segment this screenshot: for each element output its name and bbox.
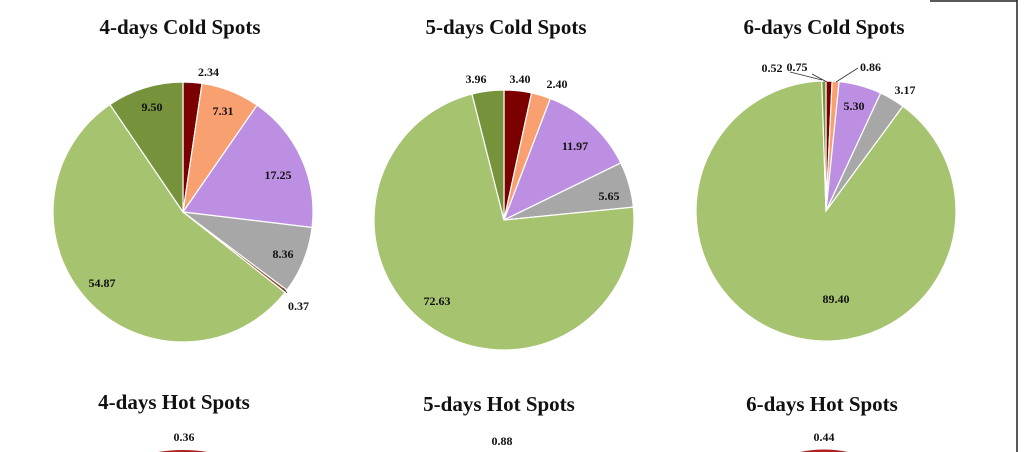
slice-label: 0.36 (174, 430, 195, 444)
pie-slice (52, 103, 286, 343)
leader-line (789, 71, 823, 81)
slice-label: 89.40 (823, 292, 850, 306)
slice-label: 2.34 (198, 65, 219, 79)
pie-chart-6-days-hot-spots: 0.44 (800, 430, 848, 452)
leader-line (811, 73, 828, 83)
leader-line (835, 67, 859, 83)
slice-label: 17.25 (265, 168, 292, 182)
pie-chart-5-days-cold-spots: 3.40 2.40 11.97 5.65 72.63 3.96 (373, 72, 635, 351)
slice-label: 0.37 (288, 299, 309, 313)
chart-title-6-days-cold-spots: 6-days Cold Spots (743, 15, 904, 39)
slice-label: 0.44 (814, 430, 835, 444)
pie-chart-4-days-cold-spots: 2.34 7.31 17.25 8.36 0.37 54.87 9.50 (52, 65, 314, 343)
slice-label: 0.75 (787, 60, 808, 74)
slice-label: 5.65 (599, 189, 620, 203)
pie-slice (471, 89, 505, 221)
slice-label: 3.17 (895, 83, 916, 97)
slice-label: 8.36 (273, 247, 294, 261)
chart-title-6-days-hot-spots: 6-days Hot Spots (746, 392, 898, 416)
slice-label: 0.88 (492, 434, 513, 448)
slice-label: 5.30 (844, 99, 865, 113)
slice-label: 54.87 (89, 276, 116, 290)
pie-chart-4-days-hot-spots: 0.36 (158, 430, 208, 452)
slice-label: 3.40 (510, 72, 531, 86)
chart-title-5-days-hot-spots: 5-days Hot Spots (423, 392, 575, 416)
pie-slice (821, 80, 827, 212)
pie-slice (181, 104, 314, 229)
slice-label: 7.31 (213, 104, 234, 118)
chart-title-4-days-cold-spots: 4-days Cold Spots (99, 15, 260, 39)
pie-slice (373, 93, 635, 351)
hot-pie-top-rim (800, 449, 848, 452)
pie-slice (109, 81, 184, 214)
slice-label: 0.52 (762, 61, 783, 75)
pie-chart-5-days-hot-spots: 0.88 (492, 434, 513, 448)
slice-label: 72.63 (424, 294, 451, 308)
pie-chart-6-days-cold-spots: 0.75 0.86 5.30 3.17 89.40 0.52 (695, 60, 957, 342)
chart-title-4-days-hot-spots: 4-days Hot Spots (98, 390, 250, 414)
pie-slice (502, 97, 622, 222)
slice-label: 11.97 (562, 139, 588, 153)
slice-label: 9.50 (142, 100, 163, 114)
leader-line (282, 287, 288, 294)
slice-label: 3.96 (466, 72, 487, 86)
slice-label: 0.86 (860, 60, 881, 74)
slice-label: 2.40 (547, 77, 568, 91)
chart-title-5-days-cold-spots: 5-days Cold Spots (425, 15, 586, 39)
